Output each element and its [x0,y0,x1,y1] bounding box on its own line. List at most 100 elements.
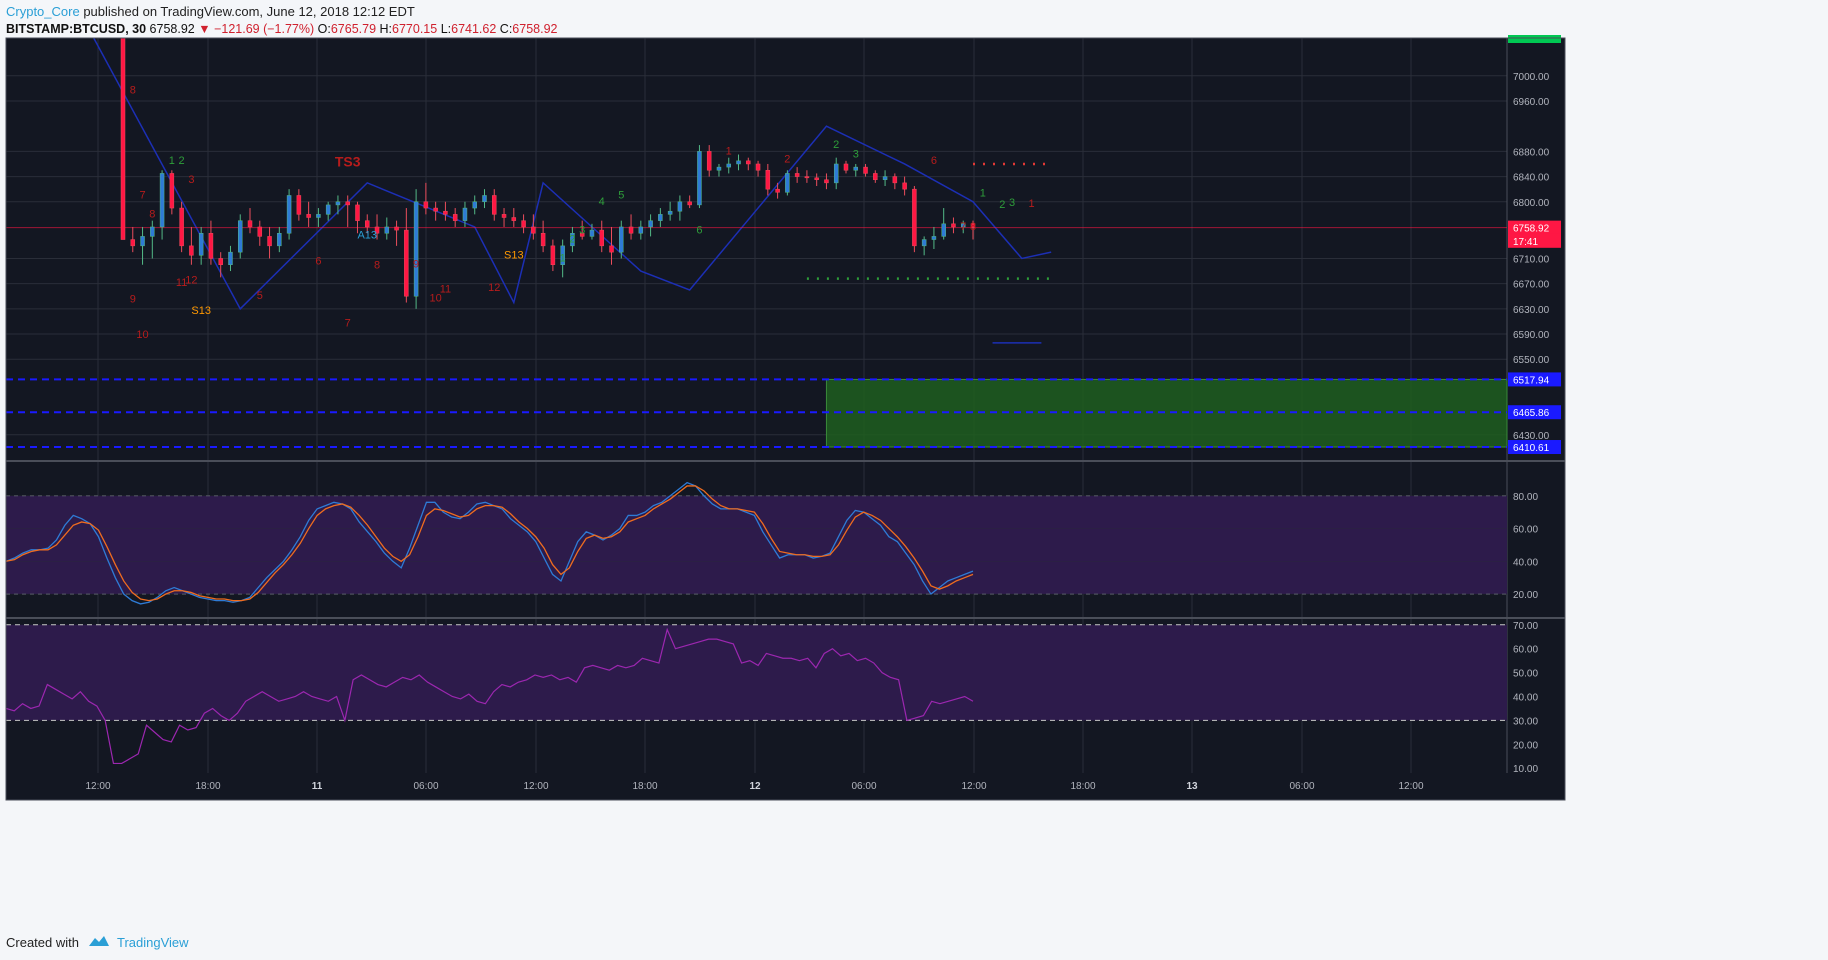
candle-body [198,233,204,256]
td-sequential-label: 3 [188,174,194,186]
time-tick-label: 06:00 [413,781,438,792]
demand-zone [825,378,1508,448]
candle-body [130,239,136,247]
time-tick-label: 13 [1186,781,1198,792]
high-value: 6770.15 [392,22,438,36]
candle-body [355,204,360,221]
stoch-tick-label: 20.00 [1513,590,1538,601]
candle-body [677,201,683,212]
price-tick-label: 6800.00 [1513,198,1550,209]
candle-body [237,220,243,253]
created-with-text: Created with [6,935,79,950]
author-link[interactable]: Crypto_Core [6,4,80,19]
candle-body [804,176,810,179]
candle-body [570,233,575,247]
td-sequential-label: 9 [130,294,136,306]
candle-body [433,207,438,212]
time-tick-label: 12:00 [1398,781,1423,792]
td-sequential-label: A13 [357,229,377,241]
price-tick-label: 7000.00 [1513,72,1550,83]
td-sequential-label: 8 [970,221,976,233]
td-sequential-label: 8 [149,209,155,221]
symbol-label: BITSTAMP:BTCUSD, 30 [6,22,147,36]
candle-body [765,170,771,190]
candle-body [277,233,282,247]
time-tick-label: 12:00 [523,781,548,792]
td-sequential-label: 2 [179,155,185,167]
rsi-band-fill [6,624,1507,721]
price-badge [1508,233,1561,248]
td-sequential-label: 12 [488,282,500,294]
td-sequential-label: 2 [999,199,1005,211]
tradingview-link[interactable]: TradingView [116,935,189,950]
candle-body [931,236,937,240]
price-tick-label: 6590.00 [1513,330,1550,341]
time-tick-label: 12:00 [85,781,110,792]
price-tick-label: 6710.00 [1513,254,1550,265]
candle-body [189,245,194,256]
candle-body [179,207,184,247]
candle-body [648,220,653,228]
td-sequential-label: S13 [504,249,524,261]
candle-body [296,195,302,215]
candle-body [824,179,829,184]
candle-body [267,236,272,247]
candle-body [667,210,673,215]
stoch-tick-label: 60.00 [1513,525,1538,536]
price-tick-label: 6960.00 [1513,97,1550,108]
candle-body [970,223,976,228]
candle-body [443,210,448,215]
time-tick-label: 18:00 [632,781,657,792]
candle-body [413,201,419,297]
td-sequential-label: 5 [257,290,263,302]
candle-body [863,166,868,174]
candle-body [687,201,692,206]
candle-body [492,195,497,215]
price-badge-label: 6465.86 [1513,408,1550,419]
tradingview-logo-icon[interactable] [87,934,111,951]
td-sequential-label: 1 [980,188,986,200]
candle-body [589,229,595,237]
candle-body [521,220,526,228]
candle-body [218,258,223,265]
td-sequential-label: 2 [569,234,575,246]
candle-body [697,151,702,206]
stoch-tick-label: 80.00 [1513,492,1538,503]
td-sequential-label: 6 [696,224,702,236]
candle-body [247,220,253,228]
last-price: 6758.92 [149,22,195,36]
ohlc-bar: BITSTAMP:BTCUSD, 30 6758.92 ▼ −121.69 (−… [6,22,557,36]
td-sequential-label: 7 [960,221,966,233]
rsi-tick-label: 30.00 [1513,716,1538,727]
candle-body [706,151,712,171]
top-price-badge [1508,35,1561,43]
time-axis-background [6,773,1565,800]
candle-body [579,233,585,237]
price-tick-label: 6840.00 [1513,173,1550,184]
candle-body [638,226,644,234]
stoch-d-line [5,485,974,602]
candle-body [501,214,507,218]
td-sequential-label: 2 [833,139,839,151]
td-sequential-label: 1 [1029,198,1035,210]
candle-body [345,201,350,206]
low-label: L: [440,22,452,36]
rsi-line [5,627,974,765]
candle-body [550,245,556,265]
price-tick-label: 6550.00 [1513,355,1550,366]
open-label: O: [317,22,331,36]
candle-body [394,226,399,231]
candle-body [912,188,917,247]
candle-body [921,239,927,247]
td-sequential-label: 6 [315,256,321,268]
price-chart[interactable]: 12:00 18:00 11 06:00 12:00 18:00 12 06:00 12:00 1… [0,0,1828,930]
td-sequential-label: TS3 [335,153,361,169]
time-tick-label: 06:00 [1289,781,1314,792]
price-badge-label: 17:41 [1513,237,1538,248]
td-sequential-label: 7 [139,190,145,202]
candle-body [316,214,321,218]
td-sequential-label: 10 [136,329,148,341]
td-sequential-label: 3 [579,224,585,236]
price-badge-label: 6517.94 [1513,375,1550,386]
candle-body [843,163,849,171]
